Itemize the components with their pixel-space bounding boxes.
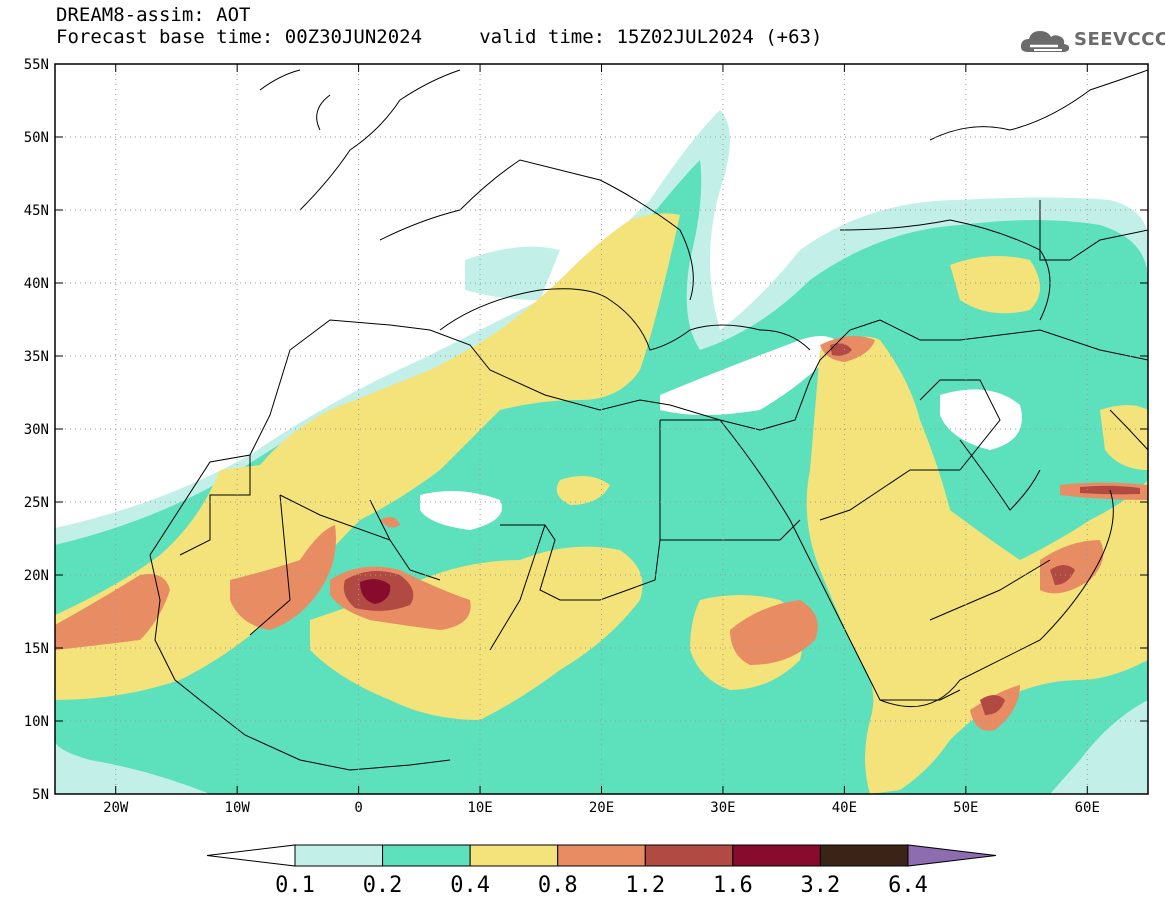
colorbar-under-triangle [206,844,296,867]
lon-tick-label: 40E [832,800,857,816]
colorbar-label: 1.2 [625,873,665,898]
lat-tick-label: 15N [24,641,49,657]
aot-level-0.4 [55,213,1148,794]
colorbar-label: 6.4 [888,873,928,898]
colorbar-swatch [819,844,909,867]
lat-tick-label: 40N [24,276,49,292]
colorbar-label: 0.8 [538,873,578,898]
chart-title: DREAM8-assim: AOT [56,4,251,26]
lat-tick-label: 50N [24,130,49,146]
lat-tick-label: 10N [24,714,49,730]
colorbar-label: 0.4 [450,873,490,898]
lat-tick-label: 35N [24,349,49,365]
lon-tick-label: 10W [225,800,251,816]
forecast-times: Forecast base time: 00Z30JUN2024 valid t… [56,26,823,48]
lat-tick-label: 20N [24,568,49,584]
lon-tick-label: 60E [1075,800,1100,816]
colorbar-label: 3.2 [801,873,841,898]
colorbar-label: 1.6 [713,873,753,898]
colorbar-swatch [732,844,821,867]
lon-tick-label: 20E [589,800,614,816]
lon-tick-label: 50E [953,800,978,816]
lon-tick-label: 10E [467,800,492,816]
aot-level-1.6 [360,579,391,604]
aot-colorbar: 0.1 0.2 0.4 0.8 1.2 1.6 3.2 6.4 [206,844,997,898]
colorbar-swatch [382,844,471,867]
logo-text: SEEVCCC [1074,29,1165,50]
lat-tick-label: 45N [24,203,49,219]
lat-tick-label: 25N [24,495,49,511]
colorbar-label: 0.1 [275,873,315,898]
map-graticule [55,64,1148,794]
aot-map-plot [55,64,1148,794]
colorbar-swatch [294,844,384,867]
colorbar-label: 0.2 [363,873,403,898]
lat-tick-label: 5N [32,787,49,803]
coastlines-and-borders [149,69,1148,771]
colorbar-swatch [644,844,734,867]
lat-tick-label: 55N [24,57,49,73]
lat-tick-label: 30N [24,422,49,438]
colorbar-over-triangle [907,844,997,867]
seevccc-logo: SEEVCCC [1018,24,1165,58]
cloud-icon [1020,31,1070,52]
colorbar-swatch [469,844,559,867]
lon-tick-label: 30E [710,800,735,816]
map-axes: 20W 10W 0 10E 20E 30E 40E 50E 60E 55N 50N 45N 40N 35N… [24,57,1148,816]
lon-tick-label: 20W [103,800,129,816]
colorbar-swatch [557,844,646,867]
lon-tick-label: 0 [354,800,362,816]
